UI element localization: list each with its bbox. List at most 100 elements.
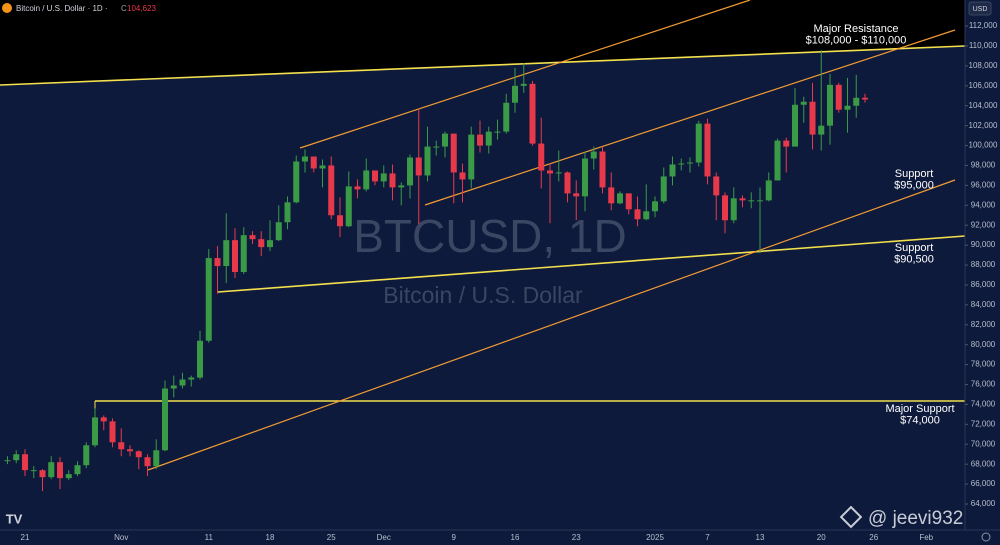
y-tick-label: 112,000 — [969, 21, 998, 30]
candle-body — [669, 164, 676, 177]
header: Bitcoin / U.S. Dollar · 1D · C 104,623 — [2, 3, 156, 13]
candle-body — [555, 172, 562, 174]
y-tick-label: 76,000 — [971, 380, 996, 389]
candle-body — [643, 211, 650, 220]
annotation: $90,500 — [894, 253, 934, 265]
close-prefix: C — [121, 4, 127, 13]
x-tick-label: 23 — [572, 533, 581, 542]
candle-body — [827, 84, 833, 126]
x-tick-label: Feb — [919, 533, 933, 542]
candle-body — [319, 165, 326, 169]
candle-body — [503, 102, 510, 132]
support-trend-line — [147, 179, 956, 471]
candle-body — [39, 470, 46, 478]
x-tick-label: 11 — [205, 533, 214, 542]
resistance-zone-shade — [0, 0, 965, 85]
candles — [4, 49, 868, 492]
y-tick-label: 100,000 — [969, 141, 998, 150]
tv-logo[interactable]: TV — [6, 511, 23, 526]
candle-body — [853, 97, 860, 106]
candle-body — [398, 185, 405, 188]
candle-body — [48, 462, 55, 478]
y-tick-label: 104,000 — [969, 101, 998, 110]
candle-body — [267, 240, 273, 248]
candle-body — [188, 377, 195, 380]
candle-body — [765, 180, 772, 201]
y-tick-label: 84,000 — [971, 300, 996, 309]
candle-body — [170, 385, 177, 389]
credit: @ jeevi932 — [839, 505, 963, 529]
x-tick-label: 20 — [817, 533, 826, 542]
y-tick-label: 92,000 — [971, 220, 996, 229]
close-value: 104,623 — [127, 4, 156, 13]
y-tick-label: 102,000 — [969, 121, 998, 130]
candle-body — [13, 454, 20, 461]
candle-body — [730, 198, 737, 221]
candle-body — [127, 449, 133, 452]
candle-body — [74, 465, 81, 475]
candle-body — [232, 240, 238, 273]
settings-icon[interactable] — [981, 532, 991, 542]
candle-body — [310, 156, 317, 169]
credit-text: @ jeevi932 — [868, 508, 963, 529]
y-tick-label: 98,000 — [971, 161, 996, 170]
candle-body — [844, 105, 851, 110]
candle-body — [337, 215, 343, 227]
annotation: $95,000 — [894, 179, 934, 191]
candle-body — [792, 104, 798, 147]
candle-body — [660, 176, 667, 202]
y-tick-label: 64,000 — [971, 499, 996, 508]
candle-body — [4, 460, 11, 462]
candle-body — [485, 131, 492, 146]
annotation: Major Resistance — [814, 23, 899, 35]
y-tick-label: 88,000 — [971, 260, 996, 269]
candle-body — [275, 222, 282, 241]
candle-body — [564, 172, 571, 194]
coin-icon — [2, 3, 12, 13]
candle-body — [30, 470, 37, 472]
annotation: $74,000 — [900, 414, 940, 426]
candle-body — [468, 134, 475, 180]
candle-body — [722, 195, 728, 221]
x-tick-label: Dec — [377, 533, 391, 542]
candle-body — [433, 146, 440, 148]
candle-body — [695, 123, 702, 163]
support-line — [217, 235, 966, 293]
annotations: Major Resistance$108,000 - $110,000 Suppo… — [806, 23, 955, 427]
candle-body — [625, 193, 632, 210]
candle-body — [450, 133, 457, 173]
currency-box[interactable] — [968, 1, 992, 16]
annotation: Support — [895, 242, 934, 254]
candle-body — [529, 83, 536, 144]
y-tick-label: 72,000 — [971, 419, 996, 428]
y-tick-label: 110,000 — [969, 41, 998, 50]
watermark-sub: Bitcoin / U.S. Dollar — [383, 282, 583, 308]
candle-body — [809, 101, 816, 135]
y-tick-label: 108,000 — [969, 61, 998, 70]
candle-body — [92, 417, 98, 446]
candle-body — [835, 84, 842, 110]
candle-body — [442, 133, 448, 147]
candle-body — [407, 157, 413, 186]
candle-body — [494, 131, 501, 133]
candle-body — [424, 146, 431, 176]
x-tick-label: 16 — [511, 533, 520, 542]
candle-body — [547, 170, 553, 174]
currency-label[interactable]: USD — [973, 6, 988, 13]
y-tick-label: 90,000 — [971, 240, 996, 249]
candle-body — [477, 134, 483, 146]
trend-lines — [0, 0, 966, 471]
candle-body — [573, 193, 580, 197]
candle-body — [634, 209, 641, 220]
candle-body — [135, 451, 142, 458]
candle-body — [617, 193, 623, 204]
candle-body — [687, 162, 693, 164]
candle-body — [389, 173, 396, 188]
annotation: Major Support — [885, 403, 954, 415]
candle-body — [214, 258, 221, 267]
candle-body — [520, 83, 527, 86]
candle-body — [862, 97, 868, 100]
candle-body — [757, 200, 763, 202]
channel-upper-line — [299, 0, 751, 149]
